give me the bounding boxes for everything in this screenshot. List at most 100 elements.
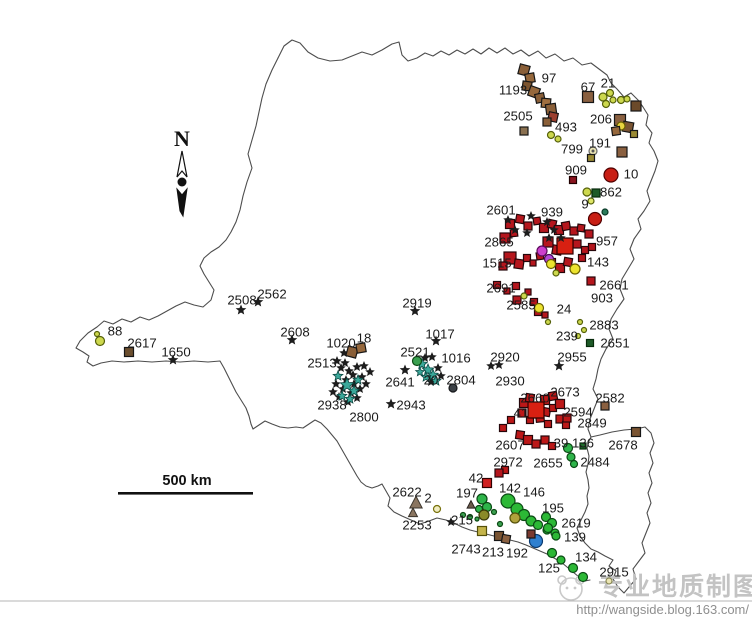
circle-marker: [544, 318, 552, 326]
circle-marker: [587, 211, 603, 227]
circle-marker: [577, 571, 589, 583]
star-marker: [365, 367, 375, 377]
sample-label: 2655: [533, 456, 562, 471]
sample-label: 239: [556, 329, 578, 344]
square-marker: [610, 125, 622, 137]
watermark-url: http://wangside.blog.163.com/: [576, 602, 749, 617]
sample-label: 97: [542, 71, 557, 86]
circle-marker: [545, 258, 557, 270]
sample-label: 134: [575, 550, 597, 565]
triangle-marker: [466, 499, 476, 509]
star-marker: [510, 225, 520, 235]
sample-label: 2582: [595, 391, 624, 406]
circle-marker: [582, 187, 592, 197]
circle-marker: [598, 92, 608, 102]
square-marker: [492, 280, 502, 290]
triangle-marker: [409, 495, 423, 509]
square-marker: [576, 223, 586, 233]
north-arrow-hub: [177, 177, 187, 187]
square-marker: [600, 401, 610, 411]
star-marker: [409, 305, 421, 316]
sample-label: 957: [596, 234, 618, 249]
sample-label: 2521: [400, 345, 429, 360]
sample-label: 2651: [600, 336, 629, 351]
sample-label: 2673: [550, 385, 579, 400]
sample-label: 799: [561, 142, 583, 157]
dot-marker: [591, 149, 595, 153]
square-marker: [579, 442, 587, 450]
border-west-south: [75, 57, 591, 582]
square-marker: [556, 237, 574, 255]
star-marker: [553, 360, 565, 371]
square-marker: [562, 413, 572, 423]
star-marker: [414, 366, 426, 377]
square-marker: [498, 261, 508, 271]
square-marker: [554, 262, 566, 274]
sample-label: 67: [581, 80, 596, 95]
star-marker: [352, 393, 362, 403]
star-marker: [336, 363, 346, 373]
circle-marker: [580, 326, 588, 334]
square-marker: [568, 175, 578, 185]
sample-label: 215: [451, 513, 473, 528]
square-marker: [355, 342, 367, 354]
sample-label: 909: [565, 163, 587, 178]
star-marker: [339, 376, 355, 392]
star-marker: [399, 364, 411, 375]
sample-label: 2508: [227, 293, 256, 308]
sample-label: 2601: [486, 203, 515, 218]
sample-label: 2619: [561, 516, 590, 531]
scale-bar-line: [118, 492, 253, 495]
star-marker: [549, 225, 559, 235]
circle-marker: [432, 504, 442, 514]
circle-marker: [532, 519, 544, 531]
circle-marker: [601, 208, 609, 216]
circle-marker: [552, 269, 560, 277]
sample-label: 213: [482, 545, 504, 560]
star-marker: [352, 362, 362, 372]
square-marker: [529, 259, 537, 267]
sample-label: 139: [564, 530, 586, 545]
square-marker: [572, 239, 582, 249]
sample-label: 2: [424, 491, 431, 506]
square-marker: [527, 401, 545, 419]
square-marker: [499, 232, 511, 244]
square-marker: [630, 426, 642, 438]
star-marker: [430, 374, 442, 386]
circle-marker: [601, 99, 611, 109]
square-marker: [630, 100, 642, 112]
sample-label: 41: [514, 406, 529, 421]
star-marker: [344, 366, 354, 376]
square-marker: [503, 251, 517, 265]
north-label: N: [174, 126, 190, 151]
sample-label: 2484: [580, 455, 609, 470]
square-marker: [629, 129, 639, 139]
square-marker: [577, 253, 587, 263]
sample-label: 146: [523, 485, 545, 500]
circle-marker: [540, 511, 552, 523]
circle-marker: [569, 263, 581, 275]
star-marker: [544, 233, 554, 243]
square-marker: [522, 434, 534, 446]
sample-label: 939: [541, 205, 563, 220]
sample-label: 2915: [599, 565, 628, 580]
square-marker: [512, 295, 522, 305]
sample-label: 493: [555, 120, 577, 135]
square-marker: [585, 338, 595, 348]
sample-label: 21: [601, 76, 616, 91]
star-marker: [385, 398, 397, 409]
square-marker: [506, 415, 516, 425]
sample-label: 2743: [451, 542, 480, 557]
circle-marker: [603, 167, 619, 183]
sample-label: 191: [589, 136, 611, 151]
star-marker: [344, 392, 356, 404]
circle-marker: [466, 513, 474, 521]
star-marker: [503, 215, 513, 225]
star-marker: [542, 217, 552, 227]
sample-label: 136: [572, 436, 594, 451]
circle-marker: [566, 452, 576, 462]
circle-marker: [476, 493, 488, 505]
sample-label: 2943: [396, 398, 425, 413]
sample-label: 1017: [425, 327, 454, 342]
circle-marker: [605, 577, 613, 585]
